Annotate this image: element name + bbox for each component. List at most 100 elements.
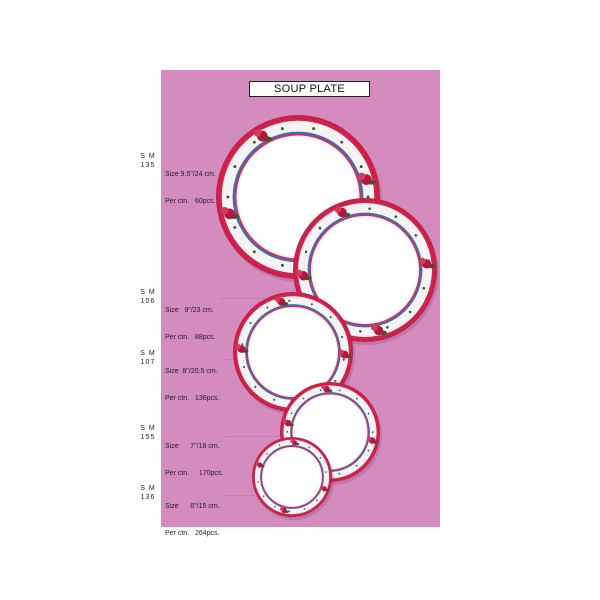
sprig-dot <box>340 335 344 339</box>
item-code-prefix: S M <box>140 425 156 432</box>
rose-bud <box>320 485 324 490</box>
item-code: S M 135 <box>138 152 158 170</box>
rose-bud <box>334 206 342 213</box>
item-size: Size 8"/20.5 cm. <box>165 368 218 375</box>
item-size: Size 9.5"/24 cm. <box>165 171 216 178</box>
page-title: SOUP PLATE <box>249 81 370 97</box>
plate-center <box>249 308 337 396</box>
sprig-dot <box>334 379 337 383</box>
item-code-prefix: S M <box>140 350 156 357</box>
sprig-dot <box>338 389 341 392</box>
item-spec: Size 7"/18 cm. Per ctn. 170pcs. <box>165 424 223 487</box>
sprig-dot <box>355 464 358 467</box>
sprig-dot <box>340 140 344 144</box>
sprig-dot <box>252 140 256 144</box>
item-code-number: 106 <box>140 298 156 305</box>
plate-inner-rim <box>309 214 421 326</box>
item-code-prefix: S M <box>140 485 156 492</box>
sprig-dot <box>252 250 256 254</box>
sprig-dot <box>422 286 426 290</box>
rose-bud <box>235 343 241 350</box>
sprig-dot <box>329 316 332 319</box>
sprig-dot <box>249 321 252 325</box>
item-per-carton: Per ctn. 88pcs. <box>165 334 216 341</box>
sprig-dot <box>359 165 363 169</box>
sprig-dot <box>386 326 389 329</box>
sprig-dot <box>266 452 268 455</box>
sprig-dot <box>310 303 313 306</box>
plate-blue-ring <box>260 445 324 509</box>
item-code-number: 155 <box>140 434 156 441</box>
plate-center <box>312 217 418 323</box>
plate-inner-rim <box>261 446 323 508</box>
leader-line <box>224 436 282 437</box>
sprig-dot <box>273 398 276 401</box>
rose-bud <box>253 129 262 137</box>
sprig-dot <box>288 299 291 302</box>
sprig-dot <box>367 412 370 415</box>
rose-bud <box>280 507 284 511</box>
sprig-dot <box>266 306 269 309</box>
plate <box>252 437 334 520</box>
sprig-dot <box>366 195 370 199</box>
sprig-dot <box>355 397 358 400</box>
sprig-dot <box>286 430 289 433</box>
leader-line <box>220 298 300 299</box>
plate-blue-ring <box>307 212 423 328</box>
sprig-dot <box>254 385 257 388</box>
sprig-dot <box>257 481 259 483</box>
sprig-dot <box>290 412 293 415</box>
item-code-number: 107 <box>140 359 156 366</box>
item-spec: Size 9"/23 cm. Per ctn. 88pcs. <box>165 288 216 351</box>
item-code-number: 136 <box>140 494 156 501</box>
sprig-dot <box>338 472 341 475</box>
rose-bud <box>295 269 303 277</box>
sprig-dot <box>303 508 306 510</box>
sprig-dot <box>371 431 374 434</box>
sprig-dot <box>280 263 284 267</box>
plate-center <box>262 447 322 507</box>
rose-bud <box>321 384 326 390</box>
sprig-dot <box>394 215 398 219</box>
item-spec: Size 9.5"/24 cm. Per ctn. 60pcs. <box>165 152 216 215</box>
sprig-dot <box>226 195 230 199</box>
sprig-dot <box>280 127 284 131</box>
sprig-dot <box>233 165 237 169</box>
item-spec: Size 8"/20.5 cm. Per ctn. 136pcs. <box>165 349 219 412</box>
sprig-dot <box>274 505 276 508</box>
sprig-dot <box>316 499 318 502</box>
item-code-prefix: S M <box>140 153 156 160</box>
sprig-dot <box>319 457 322 459</box>
sprig-dot <box>312 127 316 131</box>
rose-bud <box>357 172 366 181</box>
item-per-carton: Per ctn. 170pcs. <box>165 470 224 477</box>
sprig-dot <box>367 449 370 452</box>
sprig-dot <box>368 207 371 210</box>
rose-bud <box>366 436 372 441</box>
item-code: S M 106 <box>138 288 158 306</box>
leader-line <box>226 495 254 496</box>
item-per-carton: Per ctn. 264pcs. <box>165 530 220 537</box>
rose-bud <box>255 461 260 466</box>
sprig-dot <box>414 234 418 237</box>
sprig-dot <box>318 226 322 230</box>
rose-bud <box>290 439 294 443</box>
item-code-prefix: S M <box>140 289 156 296</box>
item-code: S M 107 <box>138 349 158 367</box>
item-size: Size 9"/23 cm. <box>165 307 214 314</box>
rose-bud <box>338 349 344 355</box>
sprig-dot <box>325 471 327 473</box>
item-size: Size 7"/18 cm. <box>165 443 220 450</box>
sprig-dot <box>319 389 322 392</box>
item-size: Size 6"/15 cm. <box>165 503 220 510</box>
sprig-dot <box>262 495 265 497</box>
rose-bud <box>282 418 288 424</box>
item-per-carton: Per ctn. 136pcs. <box>165 395 220 402</box>
item-code: S M 155 <box>138 424 158 442</box>
item-spec: Size 6"/15 cm. Per ctn. 264pcs. <box>165 484 220 547</box>
sprig-dot <box>304 250 308 254</box>
item-code-number: 135 <box>140 162 156 169</box>
sprig-dot <box>302 397 305 400</box>
rose-bud <box>419 257 426 265</box>
